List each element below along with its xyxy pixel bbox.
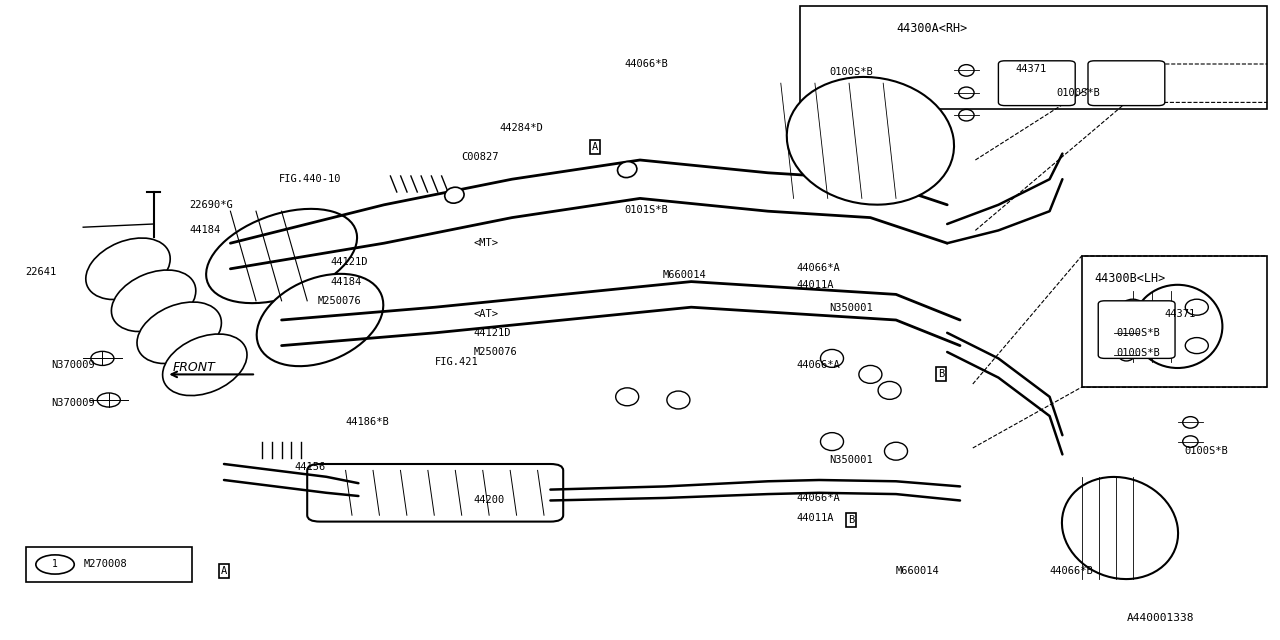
- Ellipse shape: [1183, 417, 1198, 428]
- Ellipse shape: [206, 209, 357, 303]
- Ellipse shape: [616, 388, 639, 406]
- Text: 44300B<LH>: 44300B<LH>: [1094, 272, 1166, 285]
- Text: B: B: [849, 515, 854, 525]
- Ellipse shape: [820, 349, 844, 367]
- Text: FRONT: FRONT: [173, 361, 215, 374]
- Ellipse shape: [1185, 338, 1208, 353]
- Ellipse shape: [820, 433, 844, 451]
- FancyBboxPatch shape: [998, 61, 1075, 106]
- Text: 0100S*B: 0100S*B: [1116, 328, 1160, 338]
- Ellipse shape: [667, 391, 690, 409]
- Text: 44371: 44371: [1015, 64, 1046, 74]
- Ellipse shape: [137, 302, 221, 364]
- Text: N350001: N350001: [829, 454, 873, 465]
- Ellipse shape: [959, 87, 974, 99]
- Text: FIG.440-10: FIG.440-10: [279, 174, 342, 184]
- Text: <AT>: <AT>: [474, 308, 499, 319]
- Ellipse shape: [1062, 477, 1178, 579]
- Ellipse shape: [1119, 349, 1134, 361]
- Bar: [800, 6, 1267, 109]
- Ellipse shape: [617, 162, 637, 177]
- Text: M250076: M250076: [474, 347, 517, 357]
- Text: N370009: N370009: [51, 398, 95, 408]
- Ellipse shape: [163, 334, 247, 396]
- Ellipse shape: [257, 274, 383, 366]
- Text: 44011A: 44011A: [796, 280, 833, 290]
- Text: M660014: M660014: [896, 566, 940, 576]
- Ellipse shape: [959, 109, 974, 121]
- Text: 44184: 44184: [330, 276, 361, 287]
- Text: A: A: [593, 142, 598, 152]
- Text: 44066*B: 44066*B: [625, 59, 668, 69]
- Text: 1: 1: [52, 559, 58, 570]
- Text: 44156: 44156: [294, 462, 325, 472]
- Text: A440001338: A440001338: [1126, 612, 1194, 623]
- Text: 44200: 44200: [474, 495, 504, 506]
- FancyBboxPatch shape: [1098, 301, 1175, 358]
- Text: M660014: M660014: [663, 270, 707, 280]
- Text: M250076: M250076: [317, 296, 361, 306]
- Text: <MT>: <MT>: [474, 238, 499, 248]
- Text: B: B: [938, 369, 943, 380]
- Text: 44186*B: 44186*B: [346, 417, 389, 428]
- Text: M270008: M270008: [83, 559, 127, 570]
- Text: 44121D: 44121D: [474, 328, 511, 338]
- Text: A: A: [593, 142, 598, 152]
- Ellipse shape: [86, 238, 170, 300]
- Text: 44121D: 44121D: [330, 257, 367, 268]
- Ellipse shape: [1121, 338, 1144, 353]
- Text: 44066*B: 44066*B: [1050, 566, 1093, 576]
- Text: 44066*A: 44066*A: [796, 493, 840, 503]
- Text: 0100S*B: 0100S*B: [1116, 348, 1160, 358]
- Text: 44066*A: 44066*A: [796, 262, 840, 273]
- Ellipse shape: [111, 270, 196, 332]
- Text: 0100S*B: 0100S*B: [1056, 88, 1100, 98]
- Text: FIG.421: FIG.421: [435, 356, 479, 367]
- Text: B: B: [938, 369, 943, 380]
- Text: 0100S*B: 0100S*B: [829, 67, 873, 77]
- Ellipse shape: [1119, 327, 1134, 339]
- Ellipse shape: [787, 77, 954, 205]
- Text: 0100S*B: 0100S*B: [1184, 446, 1228, 456]
- Text: 22641: 22641: [26, 267, 56, 277]
- Ellipse shape: [884, 442, 908, 460]
- Ellipse shape: [1121, 300, 1144, 316]
- Ellipse shape: [959, 65, 974, 76]
- Text: 22690*G: 22690*G: [189, 200, 233, 210]
- FancyBboxPatch shape: [307, 464, 563, 522]
- Ellipse shape: [859, 365, 882, 383]
- Ellipse shape: [1183, 436, 1198, 447]
- Text: 0101S*B: 0101S*B: [625, 205, 668, 215]
- Text: 44284*D: 44284*D: [499, 123, 543, 133]
- Text: A: A: [221, 566, 227, 576]
- Text: 44300A<RH>: 44300A<RH>: [896, 22, 968, 35]
- FancyBboxPatch shape: [1088, 61, 1165, 106]
- Text: A: A: [221, 566, 227, 576]
- Text: C00827: C00827: [461, 152, 498, 162]
- Text: N370009: N370009: [51, 360, 95, 370]
- Text: 44184: 44184: [189, 225, 220, 236]
- Ellipse shape: [444, 188, 465, 203]
- Ellipse shape: [1133, 285, 1222, 368]
- Text: B: B: [849, 515, 854, 525]
- Text: N350001: N350001: [829, 303, 873, 314]
- Ellipse shape: [97, 393, 120, 407]
- Ellipse shape: [878, 381, 901, 399]
- Bar: [1082, 256, 1267, 387]
- Ellipse shape: [91, 351, 114, 365]
- Text: 44371: 44371: [1165, 308, 1196, 319]
- Text: 44066*A: 44066*A: [796, 360, 840, 370]
- Bar: [26, 547, 192, 582]
- Text: 44011A: 44011A: [796, 513, 833, 524]
- Ellipse shape: [1185, 300, 1208, 316]
